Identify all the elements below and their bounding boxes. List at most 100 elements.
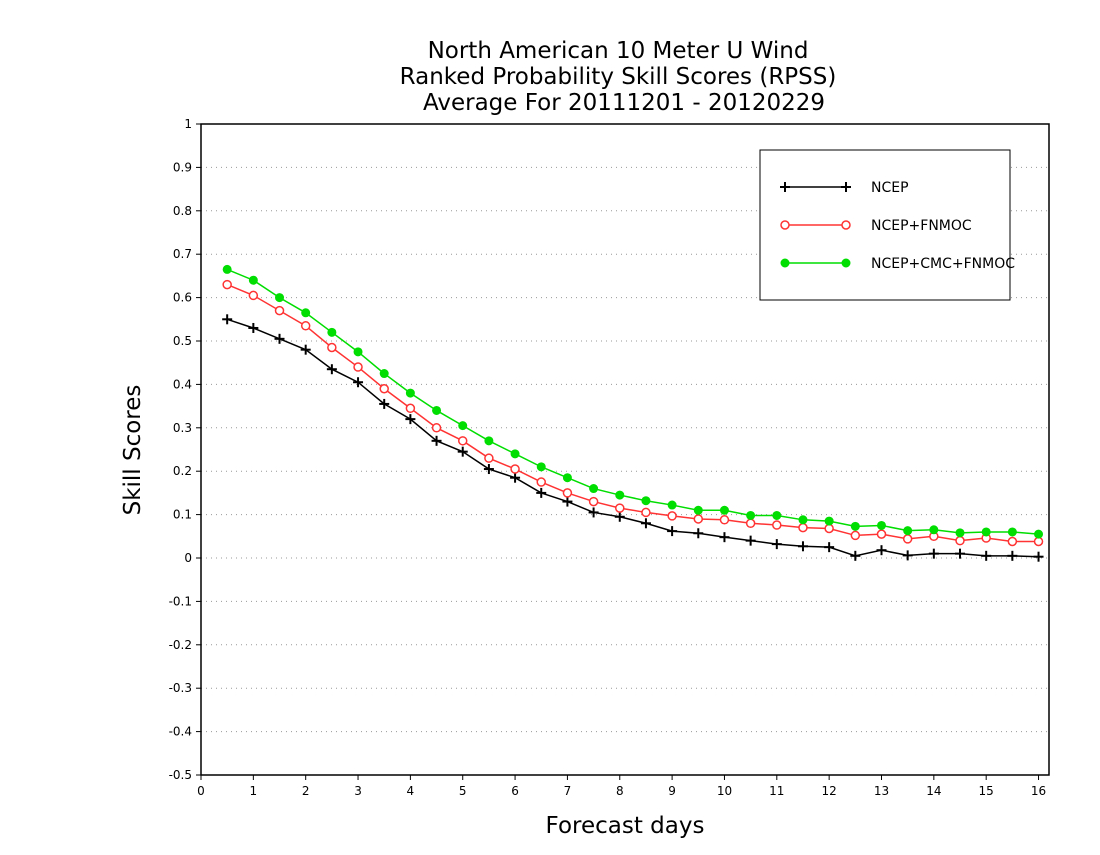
series-3-point <box>379 369 389 379</box>
y-tick-label: 0.6 <box>173 291 192 305</box>
legend-item-2-point <box>841 220 851 230</box>
series-3 <box>222 264 1044 539</box>
data-series <box>222 264 1044 562</box>
series-3-point <box>1034 529 1044 539</box>
series-3-point <box>536 462 546 472</box>
legend-item-1-point <box>841 182 851 192</box>
x-tick-label: 15 <box>979 784 994 798</box>
y-tick-label: 0.5 <box>173 334 192 348</box>
series-1-point <box>981 550 992 561</box>
y-tick-label: 0.9 <box>173 160 192 174</box>
legend-item-1-label: NCEP <box>871 180 909 196</box>
x-tick-label: 5 <box>459 784 467 798</box>
series-2-point <box>484 453 494 463</box>
title-line-3: Average For 20111201 - 20120229 <box>423 90 825 116</box>
series-2-point <box>405 403 416 414</box>
series-1-point <box>431 435 442 446</box>
legend-item-3-point <box>841 258 851 268</box>
y-tick-label: 0 <box>184 551 192 565</box>
series-3-point <box>772 510 782 520</box>
series-3-point <box>667 500 677 510</box>
series-2-point <box>719 515 730 525</box>
legend-item-2-point <box>780 220 790 230</box>
series-1-point <box>719 532 730 543</box>
series-1-point <box>536 487 547 498</box>
x-axis-label: Forecast days <box>546 813 705 839</box>
series-3-point <box>562 473 572 483</box>
series-1-point <box>379 398 390 409</box>
series-1-point <box>248 322 259 333</box>
series-1-point <box>274 333 285 344</box>
series-3-point <box>484 436 494 446</box>
x-tick-label: 0 <box>197 784 205 798</box>
series-1-point <box>614 511 625 522</box>
x-tick-label: 16 <box>1031 784 1046 798</box>
series-1-point <box>667 526 678 537</box>
series-1-point <box>824 542 835 553</box>
plot-frame <box>200 123 1050 776</box>
legend: NCEP NCEP+FNMOC NCEP+CMC+FNMOC <box>759 149 1015 301</box>
series-2 <box>222 279 1044 547</box>
series-2-point <box>824 523 834 534</box>
y-tick-label: 1 <box>184 117 192 131</box>
series-2-point <box>274 305 285 316</box>
legend-item-2-label: NCEP+FNMOC <box>871 218 972 234</box>
series-2-point <box>222 279 232 290</box>
legend-item-3: NCEP+CMC+FNMOC <box>780 256 1015 272</box>
series-1-point <box>483 464 494 475</box>
y-tick-label: -0.5 <box>169 768 192 782</box>
series-2-point <box>615 503 625 513</box>
x-tick-label: 14 <box>926 784 941 798</box>
x-tick-label: 7 <box>564 784 572 798</box>
series-3-point <box>432 405 442 415</box>
x-tick-label: 8 <box>616 784 624 798</box>
series-3-point <box>510 449 520 459</box>
series-1-point <box>562 496 573 507</box>
series-1-point <box>955 548 966 559</box>
series-1-point <box>457 446 468 457</box>
x-tick-label: 6 <box>511 784 519 798</box>
series-1-point <box>850 550 861 561</box>
series-2-point <box>798 522 808 533</box>
series-1-point <box>1033 551 1044 562</box>
series-1-point <box>876 545 887 556</box>
series-3-point <box>222 264 232 274</box>
series-3-point <box>275 293 285 303</box>
series-2-point <box>850 530 861 541</box>
series-2-point <box>431 423 442 433</box>
series-1-point <box>510 472 521 483</box>
y-tick-label: -0.3 <box>169 681 192 695</box>
series-2-point <box>457 436 468 446</box>
x-tick-label: 2 <box>302 784 310 798</box>
y-tick-label: -0.1 <box>169 594 192 608</box>
x-tick-label: 13 <box>874 784 889 798</box>
series-3-point <box>798 515 808 525</box>
series-2-point <box>745 518 756 529</box>
series-2-point <box>562 488 573 498</box>
series-2-point <box>876 529 887 539</box>
series-3-point <box>929 525 939 535</box>
y-tick-label: 0.7 <box>173 247 192 261</box>
x-tick-label: 1 <box>250 784 258 798</box>
series-3-point <box>746 510 756 520</box>
series-2-point <box>379 383 389 394</box>
series-3-point <box>353 347 363 357</box>
series-1-point <box>902 550 913 561</box>
legend-item-2: NCEP+FNMOC <box>780 218 972 234</box>
title-line-2: Ranked Probability Skill Scores (RPSS) <box>400 64 837 90</box>
y-tick-label: 0.8 <box>173 204 192 218</box>
series-1-point <box>353 377 364 388</box>
x-tick-label: 3 <box>354 784 362 798</box>
series-1-point <box>693 528 704 539</box>
series-3-point <box>327 327 337 337</box>
title-line-1: North American 10 Meter U Wind <box>428 38 809 64</box>
series-2-point <box>588 496 599 507</box>
series-3-point <box>615 490 625 500</box>
series-3-point <box>981 527 991 537</box>
legend-item-3-label: NCEP+CMC+FNMOC <box>871 256 1015 272</box>
series-2-point <box>772 520 782 530</box>
legend-item-1: NCEP <box>780 180 909 196</box>
